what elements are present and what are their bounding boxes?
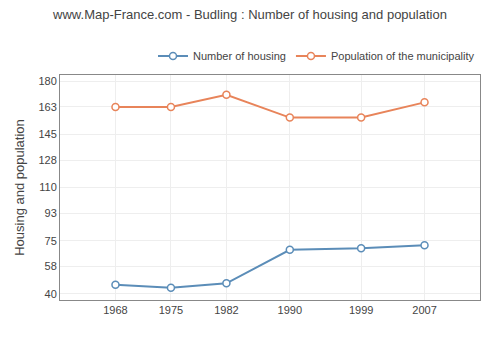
svg-text:Number of housing: Number of housing xyxy=(193,50,286,62)
svg-text:58: 58 xyxy=(45,260,57,272)
svg-text:1990: 1990 xyxy=(278,304,302,316)
svg-text:110: 110 xyxy=(39,181,57,193)
svg-text:93: 93 xyxy=(45,207,57,219)
svg-text:128: 128 xyxy=(38,154,56,166)
svg-text:1975: 1975 xyxy=(159,304,183,316)
svg-text:1999: 1999 xyxy=(349,304,373,316)
svg-text:Population of the municipality: Population of the municipality xyxy=(331,50,475,62)
svg-text:Housing and population: Housing and population xyxy=(12,119,27,256)
svg-text:1968: 1968 xyxy=(103,304,127,316)
svg-text:163: 163 xyxy=(38,101,56,113)
svg-text:2007: 2007 xyxy=(412,304,436,316)
svg-text:1982: 1982 xyxy=(214,304,238,316)
svg-text:180: 180 xyxy=(38,75,56,87)
svg-text:www.Map-France.com - Budling :: www.Map-France.com - Budling : Number of… xyxy=(52,7,447,22)
svg-text:145: 145 xyxy=(38,128,56,140)
svg-text:75: 75 xyxy=(45,235,57,247)
svg-text:40: 40 xyxy=(45,288,57,300)
